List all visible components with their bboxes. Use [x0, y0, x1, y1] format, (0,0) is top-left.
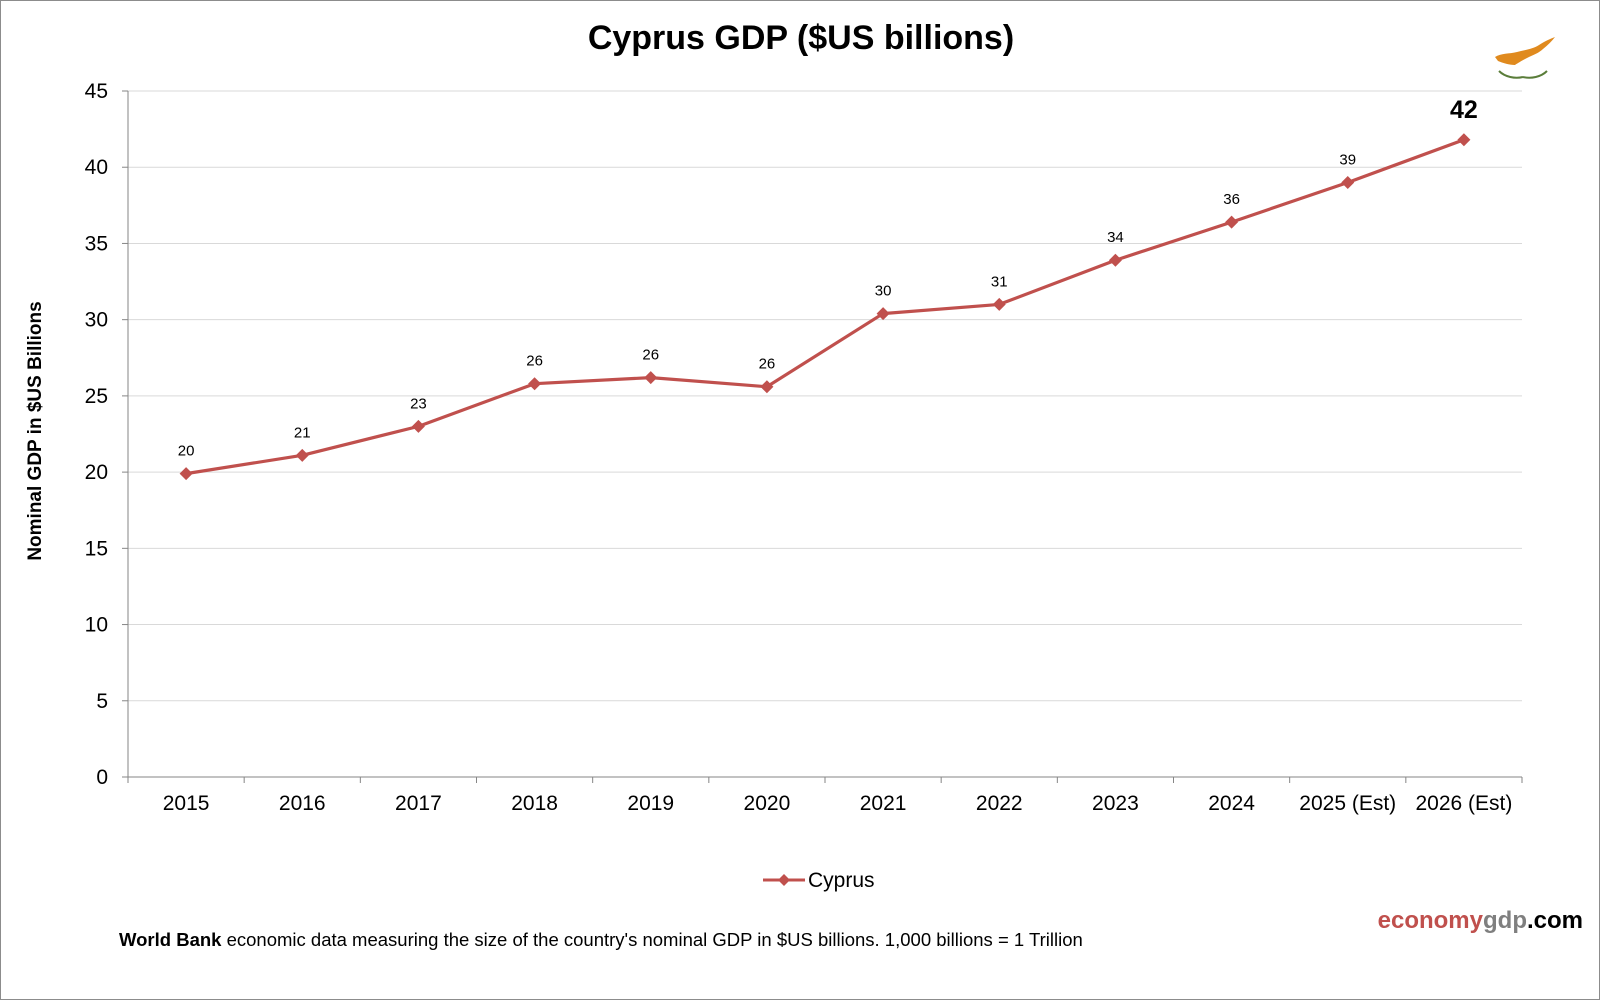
data-labels: 20 21 23 26 26 26 30 31 34 36 39 42 — [178, 96, 1478, 460]
data-label-11: 42 — [1450, 96, 1478, 124]
y-axis-label: Nominal GDP in $US Billions — [25, 301, 46, 560]
axes — [122, 90, 1523, 783]
x-tick-label-5: 2020 — [744, 792, 791, 815]
x-tick-label-9: 2024 — [1208, 792, 1255, 815]
source-bold: World Bank — [119, 929, 222, 950]
data-point-6 — [876, 307, 890, 321]
x-tick-label-8: 2023 — [1092, 792, 1139, 815]
x-tick-label-0: 2015 — [163, 792, 210, 815]
data-label-0: 20 — [178, 443, 195, 460]
cyprus-flag-icon — [1495, 37, 1555, 79]
y-tick-label-0: 0 — [96, 766, 108, 789]
y-tick-label-15: 15 — [85, 537, 108, 560]
x-tick-label-2: 2017 — [395, 792, 442, 815]
brand-part-com: .com — [1526, 907, 1583, 934]
data-label-1: 21 — [294, 424, 311, 441]
brand-part-economy: economy — [1377, 907, 1483, 934]
x-tick-label-7: 2022 — [976, 792, 1023, 815]
gridlines — [128, 90, 1522, 702]
y-tick-label-45: 45 — [85, 80, 108, 103]
y-tick-label-10: 10 — [85, 614, 108, 637]
data-label-7: 31 — [991, 273, 1008, 290]
x-tick-label-11: 2026 (Est) — [1415, 792, 1512, 815]
data-point-2 — [411, 419, 425, 433]
y-tick-label-20: 20 — [85, 461, 108, 484]
x-tick-label-10: 2025 (Est) — [1299, 792, 1396, 815]
data-point-7 — [992, 297, 1006, 311]
data-label-6: 30 — [875, 283, 892, 300]
x-tick-label-3: 2018 — [511, 792, 558, 815]
legend-marker — [778, 874, 790, 886]
data-label-5: 26 — [759, 356, 776, 373]
data-label-10: 39 — [1339, 151, 1356, 168]
data-point-3 — [528, 377, 542, 391]
chart-title: Cyprus GDP ($US billions) — [588, 19, 1014, 57]
data-label-2: 23 — [410, 395, 427, 412]
data-point-0 — [179, 467, 193, 481]
legend-label: Cyprus — [808, 869, 875, 892]
data-label-9: 36 — [1223, 191, 1240, 208]
x-tick-label-4: 2019 — [627, 792, 674, 815]
x-tick-labels: 2015 2016 2017 2018 2019 2020 2021 2022 2023 2024… — [163, 792, 1513, 815]
brand-logo: economygdp.com — [1378, 907, 1583, 935]
x-tick-label-6: 2021 — [860, 792, 907, 815]
data-point-8 — [1108, 253, 1122, 267]
data-label-8: 34 — [1107, 229, 1124, 246]
x-tick-label-1: 2016 — [279, 792, 326, 815]
data-point-1 — [295, 448, 309, 462]
y-tick-label-25: 25 — [85, 385, 108, 408]
y-tick-label-30: 30 — [85, 309, 108, 332]
olive-branch-right — [1522, 70, 1548, 79]
data-label-3: 26 — [526, 353, 543, 370]
data-point-9 — [1225, 215, 1239, 229]
legend: Cyprus — [763, 869, 875, 892]
y-tick-labels: 0 5 10 15 20 25 30 35 40 45 — [85, 80, 108, 789]
y-tick-label-40: 40 — [85, 156, 108, 179]
source-text: economic data measuring the size of the … — [221, 929, 1083, 950]
y-tick-label-5: 5 — [96, 690, 108, 713]
data-point-4 — [644, 371, 658, 385]
series-line-cyprus — [185, 138, 1465, 476]
data-point-10 — [1341, 175, 1355, 189]
data-label-4: 26 — [642, 347, 659, 364]
data-point-5 — [760, 380, 774, 394]
series-cyprus — [179, 133, 1471, 481]
cyprus-map-shape — [1495, 37, 1555, 65]
olive-branch-left — [1498, 70, 1524, 79]
y-tick-label-35: 35 — [85, 232, 108, 255]
source-note: World Bank economic data measuring the s… — [119, 929, 1083, 951]
data-point-11 — [1457, 133, 1471, 147]
brand-part-gdp: gdp — [1483, 907, 1527, 934]
